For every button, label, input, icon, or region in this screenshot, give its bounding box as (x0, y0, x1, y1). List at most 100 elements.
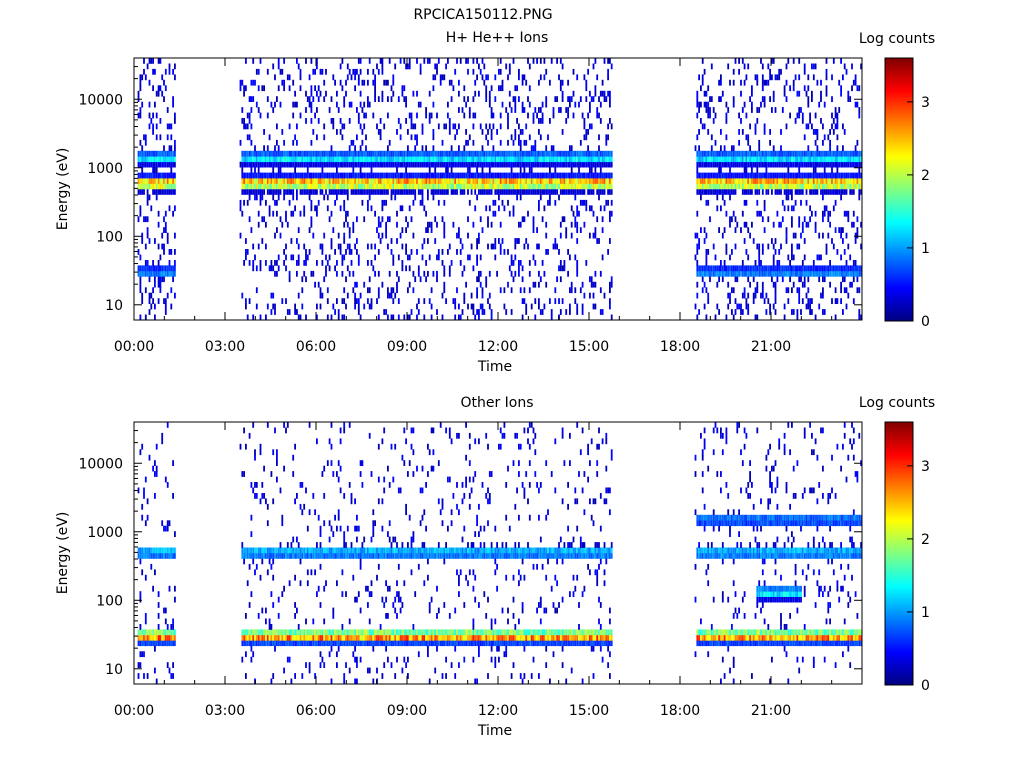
heatmap-cell (833, 173, 835, 179)
heatmap-cell (358, 173, 360, 179)
heatmap-cell (707, 102, 709, 108)
heatmap-cell (147, 635, 149, 641)
heatmap-cell (158, 222, 160, 228)
heatmap-cell (383, 151, 385, 157)
heatmap-cell (413, 271, 415, 277)
heatmap-cell (318, 85, 320, 91)
heatmap-cell (243, 559, 245, 565)
heatmap-cell (491, 309, 493, 315)
heatmap-cell (829, 156, 831, 162)
heatmap-cell (840, 287, 842, 293)
heatmap-cell (842, 124, 844, 130)
heatmap-cell (267, 504, 269, 510)
heatmap-cell (498, 178, 500, 184)
heatmap-cell (247, 151, 249, 157)
heatmap-cell (742, 293, 744, 299)
heatmap-cell (574, 178, 576, 184)
heatmap-cell (516, 85, 518, 91)
heatmap-cell (340, 205, 342, 211)
heatmap-cell (600, 167, 602, 173)
heatmap-cell (252, 151, 254, 157)
heatmap-cell (174, 553, 176, 559)
heatmap-cell (804, 255, 806, 261)
heatmap-cell (567, 156, 569, 162)
heatmap-cell (252, 189, 254, 195)
heatmap-cell (756, 244, 758, 250)
heatmap-cell (729, 265, 731, 271)
heatmap-cell (582, 178, 584, 184)
heatmap-cell (716, 304, 718, 310)
heatmap-cell (327, 184, 329, 190)
heatmap-cell (718, 276, 720, 282)
heatmap-cell (815, 64, 817, 70)
heatmap-cell (249, 118, 251, 124)
heatmap-cell (372, 265, 374, 271)
heatmap-cell (170, 548, 172, 554)
heatmap-cell (291, 238, 293, 244)
heatmap-cell (602, 173, 604, 179)
heatmap-cell (738, 113, 740, 119)
heatmap-cell (283, 668, 285, 674)
heatmap-cell (367, 151, 369, 157)
heatmap-cell (480, 173, 482, 179)
heatmap-cell (858, 85, 860, 91)
heatmap-cell (141, 515, 143, 521)
heatmap-cell (511, 156, 513, 162)
heatmap-cell (267, 173, 269, 179)
heatmap-cell (403, 151, 405, 157)
heatmap-cell (514, 162, 516, 168)
heatmap-cell (158, 58, 160, 64)
heatmap-cell (749, 124, 751, 130)
heatmap-cell (300, 178, 302, 184)
heatmap-cell (716, 162, 718, 168)
heatmap-cell (331, 151, 333, 157)
heatmap-cell (445, 156, 447, 162)
heatmap-cell (369, 102, 371, 108)
heatmap-cell (698, 107, 700, 113)
heatmap-cell (840, 184, 842, 190)
heatmap-cell (149, 58, 151, 64)
heatmap-cell (280, 184, 282, 190)
heatmap-cell (163, 271, 165, 277)
panel-h-he-ions: H+ He++ Ions Log counts 00:00 03:00 06:00 0… (55, 30, 935, 375)
heatmap-cell (474, 315, 476, 321)
heatmap-cell (145, 260, 147, 266)
heatmap-cell (276, 635, 278, 641)
heatmap-cell (780, 184, 782, 190)
heatmap-cell (392, 80, 394, 86)
heatmap-cell (320, 173, 322, 179)
heatmap-cell (574, 287, 576, 293)
heatmap-cell (600, 91, 602, 97)
heatmap-cell (473, 69, 475, 75)
heatmap-cell (387, 287, 389, 293)
heatmap-cell (746, 184, 748, 190)
heatmap-cell (789, 178, 791, 184)
heatmap-cell (487, 216, 489, 222)
heatmap-cell (289, 178, 291, 184)
heatmap-cell (345, 249, 347, 255)
heatmap-cell (311, 162, 313, 168)
heatmap-cell (269, 553, 271, 559)
heatmap-cell (416, 178, 418, 184)
heatmap-cell (829, 129, 831, 135)
heatmap-cell (347, 74, 349, 80)
heatmap-cell (371, 167, 373, 173)
heatmap-cell (589, 276, 591, 282)
heatmap-cell (797, 189, 799, 195)
heatmap-cell (851, 184, 853, 190)
heatmap-cell (280, 173, 282, 179)
heatmap-cell (396, 178, 398, 184)
heatmap-cell (729, 189, 731, 195)
heatmap-cell (542, 216, 544, 222)
heatmap-cell (518, 265, 520, 271)
heatmap-cell (285, 265, 287, 271)
heatmap-cell (285, 548, 287, 554)
heatmap-cell (249, 184, 251, 190)
heatmap-cell (323, 276, 325, 282)
heatmap-cell (389, 216, 391, 222)
heatmap-cell (145, 520, 147, 526)
heatmap-cell (465, 102, 467, 108)
heatmap-cell (811, 91, 813, 97)
heatmap-cell (283, 260, 285, 266)
heatmap-cell (416, 315, 418, 321)
